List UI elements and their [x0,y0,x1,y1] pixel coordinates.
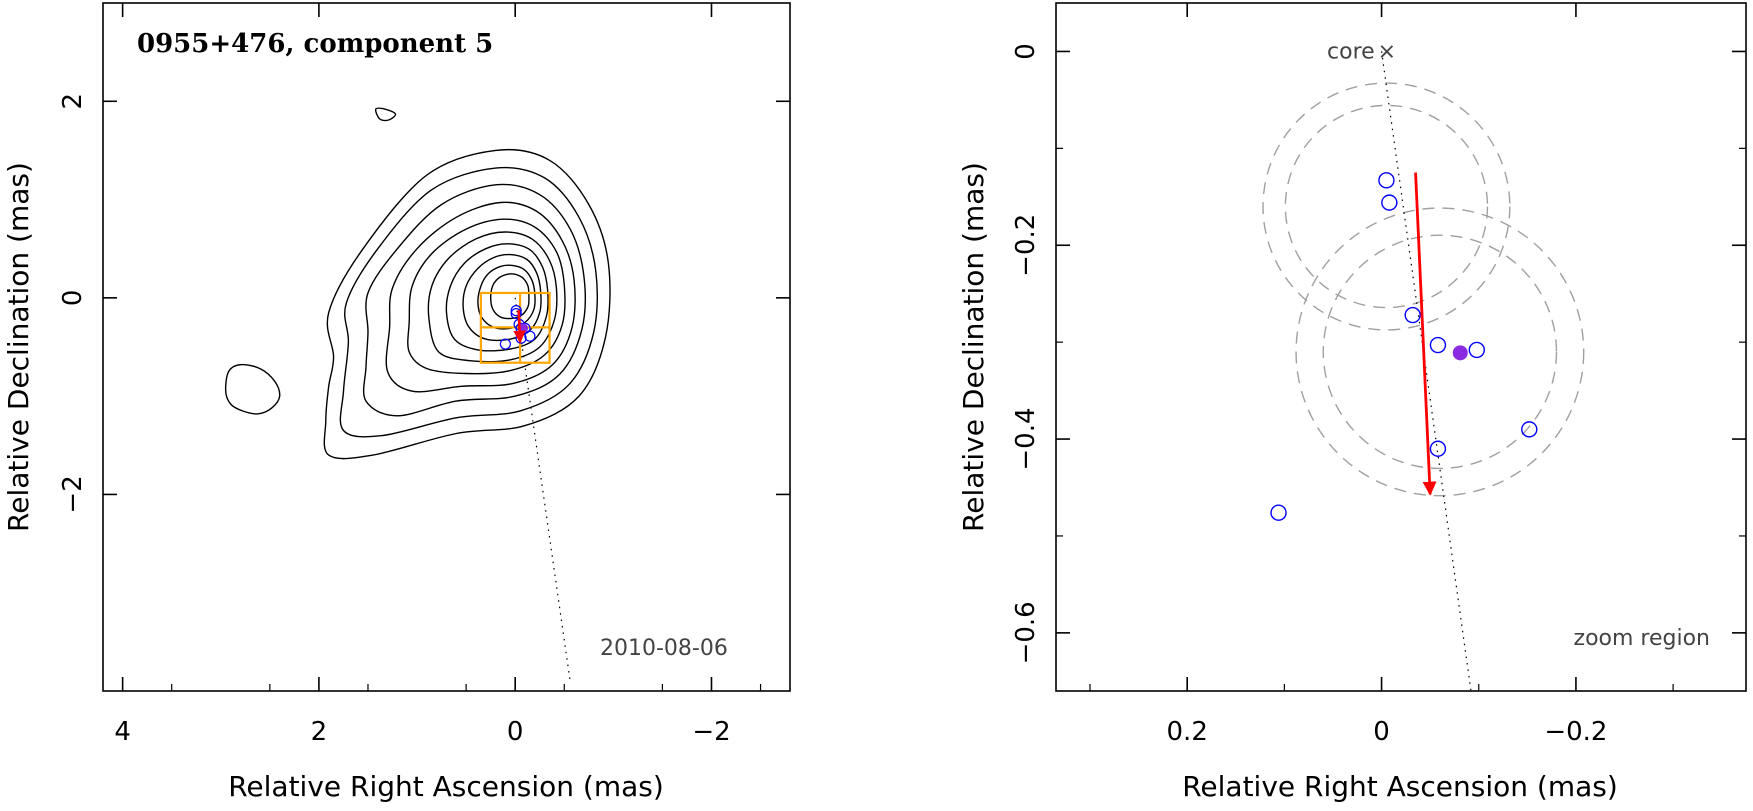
uncertainty-circles [1262,82,1585,497]
component-position-8 [499,338,511,350]
right-x-axis-label: Relative Right Ascension (mas) [1182,770,1618,803]
right-y-axis-label: Relative Declination (mas) [957,162,990,532]
right-plot-frame [1055,2,1747,692]
x-tick-label: 4 [114,717,131,747]
contour-level-4 [385,201,576,393]
component-position-8 [1270,504,1287,521]
contour-level-2 [339,166,598,438]
y-tick-label: 2 [58,93,88,110]
component-position-2 [510,307,522,320]
left-x-axis-label: Relative Right Ascension (mas) [228,770,664,803]
component-position-4 [1429,336,1447,354]
uncertainty-circle-3 [1295,207,1585,497]
contour-level-7 [445,243,549,352]
motion-vector [1414,172,1437,496]
left-y-axis-label: Relative Declination (mas) [2,162,35,532]
y-tick-label: 0 [58,290,88,307]
contour-level-5 [407,218,566,375]
observation-date: 2010-08-06 [600,636,728,661]
core-marker-icon: × [1378,39,1396,64]
component-position-7 [1429,440,1447,457]
core-text: core [1327,39,1375,64]
y-tick-label: −2 [58,475,88,513]
x-tick-label: 2 [311,717,328,747]
component-position-3 [1404,306,1421,324]
left-axis-ticks: 4 2 0 −2 2 0 −2 [58,3,790,747]
component-position-6 [1521,421,1538,438]
contour-level-6 [427,231,558,363]
component-position-2 [1381,194,1398,211]
left-panel: 4 2 0 −2 2 0 −2 0955+476, component 5 2010-08-… [2,2,791,803]
right-overlay-group [1270,51,1538,691]
component-position-1 [510,305,522,317]
y-tick-label: −0.6 [1011,601,1041,664]
contour-level-12 [374,107,397,122]
x-tick-label: 0.2 [1167,717,1208,747]
contour-level-8 [462,253,542,342]
overlay-group [479,291,571,682]
uncertainty-circle-4 [1322,234,1558,470]
contour-level-11 [224,363,281,415]
y-tick-label: −0.2 [1011,214,1041,277]
motion-vector [513,310,526,344]
left-plot-frame [102,2,791,692]
y-tick-label: 0 [1011,43,1041,60]
contour-level-3 [362,183,586,417]
x-tick-label: 0 [507,717,524,747]
contour-level-1 [323,148,611,460]
component-position-1 [1378,172,1395,189]
left-plot-title: 0955+476, component 5 [137,29,493,59]
contour-group [224,107,611,460]
mean-position [1452,345,1468,361]
x-tick-label: 0 [1373,717,1390,747]
x-tick-label: −0.2 [1544,717,1607,747]
core-label: core × [1327,39,1396,64]
component-position-5 [1468,341,1486,359]
uncertainty-circle-2 [1284,104,1489,309]
jet-axis-line [1380,51,1472,691]
x-tick-label: −2 [692,717,730,747]
contour-level-10 [489,273,530,320]
jet-axis-line [514,297,571,682]
uncertainty-circle-1 [1262,82,1511,331]
zoom-region-label: zoom region [1574,626,1710,651]
y-tick-label: −0.4 [1011,407,1041,470]
right-panel: 0.2 0 −0.20−0.2−0.4−0.6 core × zoom region … [957,2,1747,803]
right-axis-ticks: 0.2 0 −0.2 0 −0.2 −0.4 −0.6 [1011,3,1746,747]
